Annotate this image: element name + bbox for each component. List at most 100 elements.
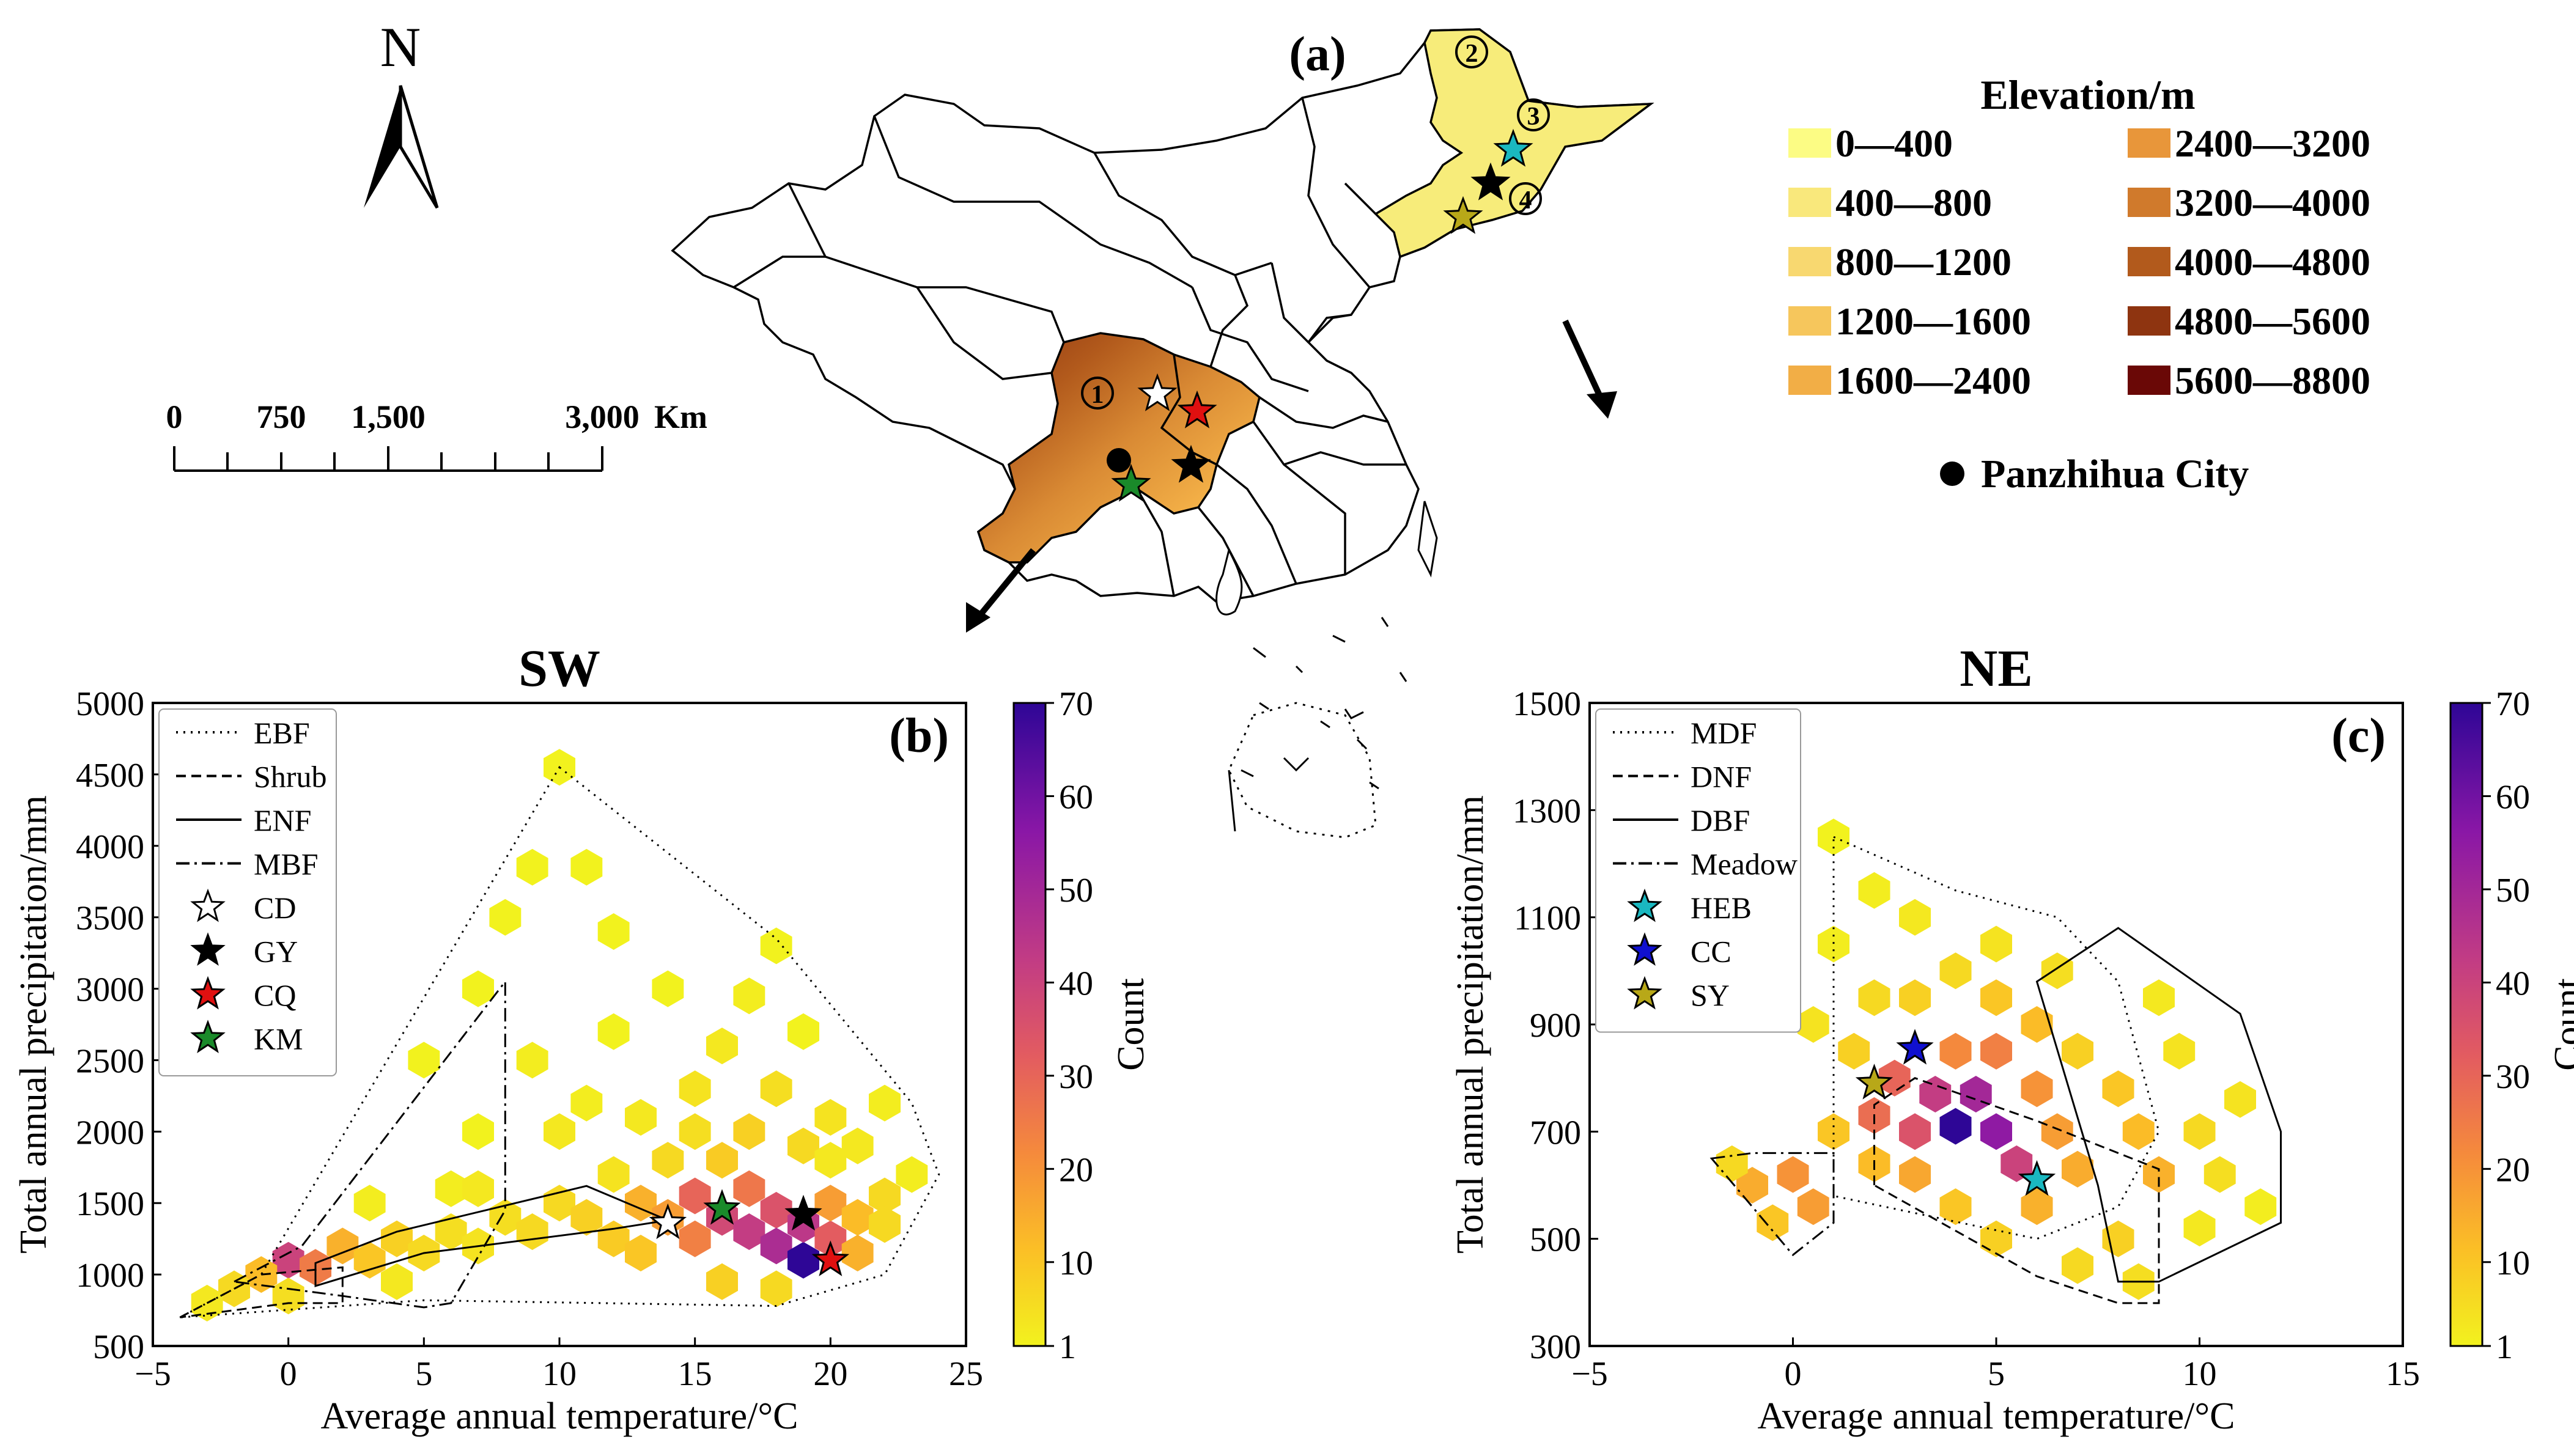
y-tick-label: 2500 xyxy=(76,1042,144,1080)
hexbin-cell xyxy=(1899,979,1931,1017)
chart-title: SW xyxy=(518,639,600,697)
hexbin-cell xyxy=(353,1241,386,1279)
hexbin-cell xyxy=(679,1220,711,1257)
region-marker-2: 2 xyxy=(1455,35,1488,68)
hexbin-cell xyxy=(1919,1076,1952,1112)
y-tick-label: 700 xyxy=(1530,1114,1581,1152)
hexbin-cell xyxy=(516,1042,548,1079)
hexbin-cell xyxy=(1818,1113,1849,1150)
hexbin-cell xyxy=(544,1113,575,1150)
elevation-swatch xyxy=(2128,366,2170,395)
legend-entry-mdf: MDF xyxy=(1613,716,1757,750)
colorbar-tick-label: 70 xyxy=(2496,685,2530,723)
hexbin-cell xyxy=(2021,1006,2053,1043)
chart-legend: MDF DNF DBF Meadow HEB CC SY xyxy=(1595,708,1801,1033)
elevation-class-label: 1600—2400 xyxy=(1835,359,2031,402)
hexbin-cell xyxy=(2062,1032,2093,1070)
hexbin-cell xyxy=(272,1241,304,1279)
x-tick-label: 10 xyxy=(2183,1355,2217,1393)
legend-label: MDF xyxy=(1691,716,1757,750)
map-panel: N 0 750 1,500 3,000 Km (a) xyxy=(166,16,2370,839)
legend-entry-gy: GY xyxy=(190,932,298,969)
y-tick-label: 1500 xyxy=(76,1185,144,1223)
star-cc xyxy=(1896,1029,1934,1065)
region-marker-1: 1 xyxy=(1081,377,1114,410)
hexbin-cell xyxy=(706,1263,738,1300)
legend-entry-cq: CQ xyxy=(190,976,296,1012)
map-star-marker xyxy=(1137,373,1178,411)
arrow-ne-icon xyxy=(1562,319,1617,419)
hexbin-cell xyxy=(435,1213,467,1250)
legend-entry-cd: CD xyxy=(190,888,296,925)
y-tick-label: 4500 xyxy=(76,757,144,795)
legend-entry-mbf: MBF xyxy=(176,847,319,881)
hexbin-cell xyxy=(2244,1188,2277,1226)
hexbin-cell xyxy=(652,1142,684,1179)
hexbin-cell xyxy=(760,1070,792,1108)
y-tick-label: 300 xyxy=(1530,1328,1581,1366)
envelope-ebf xyxy=(179,765,940,1318)
elevation-class-label: 800—1200 xyxy=(1835,240,2012,284)
legend-star-swatch xyxy=(1627,932,1662,966)
x-tick-label: −5 xyxy=(135,1355,171,1393)
hexbin-cell xyxy=(597,1013,630,1050)
elevation-swatch xyxy=(2128,128,2170,158)
elevation-class-label: 1200—1600 xyxy=(1835,300,2031,343)
legend-star-swatch xyxy=(190,932,226,966)
hexbin-cell xyxy=(787,1127,819,1164)
hexbin-cell xyxy=(625,1185,657,1222)
y-tick-label: 5000 xyxy=(76,685,144,723)
legend-label: EBF xyxy=(254,716,310,750)
hexbin-cell xyxy=(760,1227,792,1265)
hexbin-cell xyxy=(1858,872,1890,909)
hexbin-cell xyxy=(625,1099,657,1136)
y-tick-label: 1000 xyxy=(76,1257,144,1295)
colorbar-tick-label: 50 xyxy=(2496,872,2530,910)
envelope-dnf xyxy=(1873,1077,2160,1304)
map-star-marker xyxy=(1111,463,1151,502)
scale-tick-750: 750 xyxy=(257,399,306,435)
legend-label: DBF xyxy=(1691,803,1750,837)
y-tick-label: 3500 xyxy=(76,900,144,938)
hexbin-cell xyxy=(462,1170,494,1207)
north-label: N xyxy=(380,16,421,78)
hexbin-cell xyxy=(1777,1156,1809,1193)
legend-frame xyxy=(158,708,337,1076)
y-tick-label: 2000 xyxy=(76,1114,144,1152)
legend-label: CC xyxy=(1691,935,1731,969)
legend-entry-dnf: DNF xyxy=(1613,760,1752,794)
legend-label: ENF xyxy=(254,803,311,837)
hexbin-cell xyxy=(760,1270,792,1307)
elevation-swatch xyxy=(1788,306,1831,336)
panzhihua-legend-label: Panzhihua City xyxy=(1981,452,2249,496)
map-star-marker xyxy=(1177,390,1217,428)
hexbin-cell xyxy=(1980,1113,2012,1150)
colorbar-tick-label: 10 xyxy=(2496,1245,2530,1282)
hexbin-cell xyxy=(1757,1204,1789,1241)
hexbin-cell xyxy=(760,927,792,965)
chart-title: NE xyxy=(1960,639,2032,697)
hexbin-cell xyxy=(2021,1188,2053,1226)
colorbar-tick-label: 1 xyxy=(1059,1328,1076,1366)
hexbin-cell xyxy=(1980,1032,2012,1070)
star-heb xyxy=(2018,1160,2056,1196)
map-star-marker xyxy=(1470,162,1511,200)
elevation-swatch xyxy=(2128,188,2170,217)
colorbar-tick-label: 30 xyxy=(1059,1058,1093,1096)
hexbin-cell xyxy=(2122,1113,2155,1150)
elevation-swatch xyxy=(2128,247,2170,276)
y-tick-label: 1100 xyxy=(1514,900,1581,938)
colorbar-tick-label: 60 xyxy=(1059,778,1093,816)
elevation-class-label: 4000—4800 xyxy=(2175,240,2370,284)
hexbin-cell xyxy=(733,1213,765,1250)
hexbin-cell xyxy=(841,1127,874,1164)
hexbin-cell xyxy=(869,1206,901,1243)
hexbin-cell xyxy=(2062,1247,2093,1284)
hexbin-cell xyxy=(2183,1113,2216,1150)
hexbin-cell xyxy=(733,1113,765,1150)
colorbar-tick-label: 40 xyxy=(1059,965,1093,1002)
hexbin-cell xyxy=(1838,1032,1870,1070)
hexbin-cell xyxy=(679,1177,711,1215)
colorbar-label: Count xyxy=(2547,978,2574,1071)
